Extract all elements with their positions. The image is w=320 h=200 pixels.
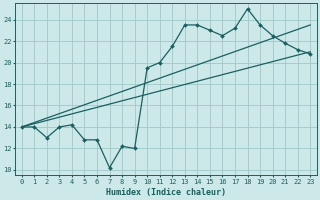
X-axis label: Humidex (Indice chaleur): Humidex (Indice chaleur) [106,188,226,197]
